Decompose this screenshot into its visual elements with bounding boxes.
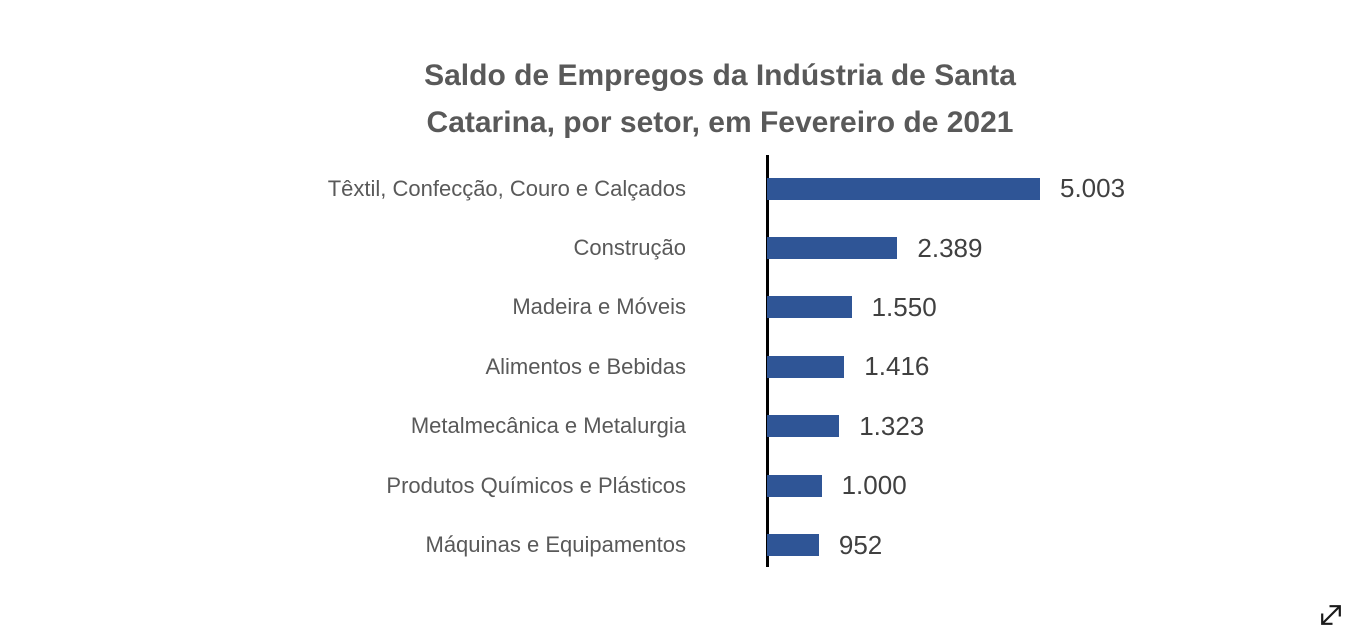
chart-row: Têxtil, Confecção, Couro e Calçados 5.00… (0, 159, 1357, 218)
bar (767, 355, 845, 378)
bar (767, 296, 852, 319)
value-label: 1.416 (864, 351, 930, 382)
category-label: Metalmecânica e Metalurgia (410, 413, 686, 439)
value-label: 5.003 (1060, 173, 1126, 204)
chart-row: Máquinas e Equipamentos 952 (0, 515, 1357, 574)
bar (767, 237, 898, 260)
expand-icon[interactable] (1314, 598, 1348, 632)
category-label: Alimentos e Bebidas (485, 353, 686, 379)
chart-title-line2: Catarina, por setor, em Fevereiro de 202… (426, 106, 1014, 139)
bar (767, 177, 1040, 200)
value-label: 952 (838, 529, 883, 560)
chart-row: Madeira e Móveis 1.550 (0, 278, 1357, 337)
category-label: Madeira e Móveis (512, 294, 686, 320)
chart-row: Alimentos e Bebidas 1.416 (0, 337, 1357, 396)
category-label: Produtos Químicos e Plásticos (386, 472, 686, 498)
value-label: 1.000 (841, 470, 907, 501)
bar (767, 415, 840, 438)
category-label: Máquinas e Equipamentos (425, 532, 687, 558)
category-label: Construção (573, 235, 686, 261)
expand-icon-svg (1321, 605, 1341, 625)
chart-row: Metalmecânica e Metalurgia 1.323 (0, 397, 1357, 456)
bar (767, 474, 822, 497)
chart-row: Construção 2.389 (0, 218, 1357, 277)
value-label: 1.550 (871, 291, 937, 322)
chart-rows: Têxtil, Confecção, Couro e Calçados 5.00… (0, 159, 1357, 575)
value-label: 1.323 (859, 410, 925, 441)
value-label: 2.389 (917, 232, 983, 263)
bar (767, 534, 819, 557)
chart-row: Produtos Químicos e Plásticos 1.000 (0, 456, 1357, 515)
chart-title: Saldo de Empregos da Indústria de Santa … (390, 52, 1050, 146)
chart-title-line1: Saldo de Empregos da Indústria de Santa (424, 59, 1016, 92)
category-label: Têxtil, Confecção, Couro e Calçados (327, 175, 686, 201)
